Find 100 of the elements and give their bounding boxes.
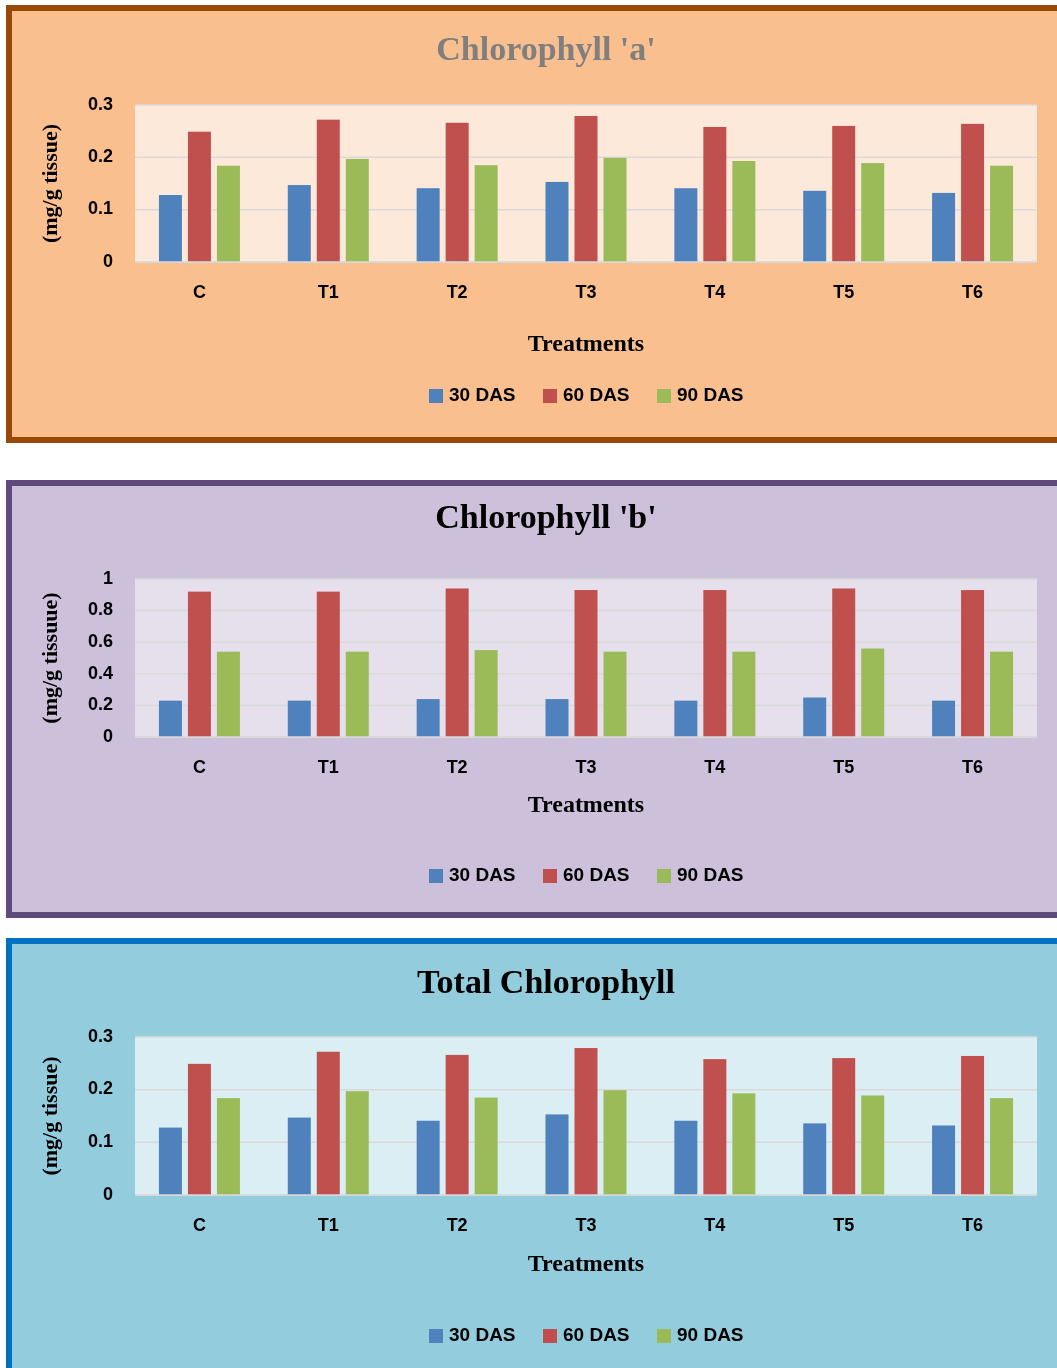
bar [574, 590, 598, 737]
y-tick-label: 0.2 [87, 146, 113, 167]
y-tick-label: 0.2 [87, 1078, 113, 1099]
bar [187, 591, 211, 737]
y-axis-title: (mg/g tissue) [37, 1056, 63, 1176]
bar [545, 1114, 569, 1195]
bar [474, 1097, 498, 1195]
x-tick-label: C [192, 1214, 206, 1235]
x-tick-label: T4 [704, 756, 726, 777]
bar [703, 590, 727, 737]
y-tick-label: 0 [102, 250, 113, 271]
x-axis-title: Treatments [527, 790, 645, 817]
bar [445, 122, 469, 262]
legend-label: 30 DAS [449, 864, 516, 886]
bar [345, 651, 369, 737]
x-tick-label: T2 [446, 1214, 468, 1235]
bar [961, 1055, 985, 1195]
legend-label: 60 DAS [563, 864, 630, 886]
x-tick-label: T1 [317, 1214, 339, 1235]
y-axis-title: (mg/g tissue) [37, 123, 63, 244]
bar [316, 591, 340, 737]
chart-title: Chlorophyll 'a' [436, 29, 656, 67]
bar [703, 126, 727, 262]
bar [603, 157, 627, 262]
y-tick-label: 0.6 [87, 630, 113, 651]
bar [803, 697, 827, 737]
x-axis-title: Treatments [527, 329, 645, 356]
bar [990, 1098, 1014, 1195]
bar [603, 1090, 627, 1195]
bar [416, 188, 440, 262]
x-tick-label: C [192, 756, 206, 777]
x-tick-label: T6 [962, 281, 984, 302]
x-tick-label: T1 [317, 281, 339, 302]
bar [861, 648, 885, 737]
chart-title: Total Chlorophyll [417, 962, 675, 1000]
legend-label: 60 DAS [563, 384, 630, 406]
x-tick-label: T4 [704, 1214, 726, 1235]
bar [832, 1058, 856, 1195]
bar [803, 190, 827, 262]
bar [316, 1051, 340, 1195]
x-tick-label: T1 [317, 756, 339, 777]
y-tick-label: 0.3 [87, 1025, 113, 1046]
bar [187, 131, 211, 262]
legend-label: 90 DAS [677, 384, 744, 406]
bar [345, 158, 369, 262]
bar [287, 700, 311, 737]
bar [574, 1048, 598, 1195]
bar [703, 1059, 727, 1195]
bar [832, 588, 856, 737]
bar [416, 1120, 440, 1195]
y-tick-label: 0.2 [87, 694, 113, 715]
x-tick-label: T5 [833, 1214, 855, 1235]
x-tick-label: T6 [962, 1214, 984, 1235]
bar [674, 188, 698, 262]
legend-label: 90 DAS [677, 1324, 744, 1346]
bar [287, 185, 311, 262]
legend-label: 30 DAS [449, 384, 516, 406]
legend-label: 30 DAS [449, 1324, 516, 1346]
bar [574, 115, 598, 262]
bar [445, 588, 469, 737]
bar [158, 195, 182, 262]
y-tick-label: 0.3 [87, 93, 113, 114]
bar [961, 123, 985, 262]
bar [345, 1091, 369, 1195]
bar [990, 165, 1014, 262]
y-tick-label: 0.1 [87, 1131, 113, 1152]
bar [545, 699, 569, 737]
x-tick-label: T2 [446, 756, 468, 777]
y-tick-label: 1 [102, 567, 113, 588]
bar [732, 1093, 756, 1195]
bar [803, 1123, 827, 1195]
bar [732, 651, 756, 737]
x-tick-label: C [192, 281, 206, 302]
bar [216, 1098, 240, 1195]
bar [961, 590, 985, 737]
y-tick-label: 0 [102, 1183, 113, 1204]
x-axis-title: Treatments [527, 1249, 645, 1276]
x-tick-label: T5 [833, 756, 855, 777]
chart-title: Chlorophyll 'b' [435, 497, 657, 535]
bar [287, 1117, 311, 1195]
bar [216, 651, 240, 737]
bar [158, 1127, 182, 1195]
y-axis-title: (mg/g tissuue) [37, 592, 63, 724]
bar [732, 161, 756, 262]
bar [316, 119, 340, 262]
bar [416, 699, 440, 737]
bar [445, 1054, 469, 1195]
x-tick-label: T6 [962, 756, 984, 777]
bar [932, 192, 956, 262]
y-tick-label: 0.8 [87, 599, 113, 620]
x-tick-label: T5 [833, 281, 855, 302]
y-tick-label: 0.4 [87, 662, 113, 683]
legend-label: 60 DAS [563, 1324, 630, 1346]
bar [216, 165, 240, 262]
bar [474, 650, 498, 737]
bar [603, 651, 627, 737]
bar [187, 1063, 211, 1195]
bar [474, 165, 498, 262]
bar [932, 1125, 956, 1195]
bar [545, 181, 569, 262]
